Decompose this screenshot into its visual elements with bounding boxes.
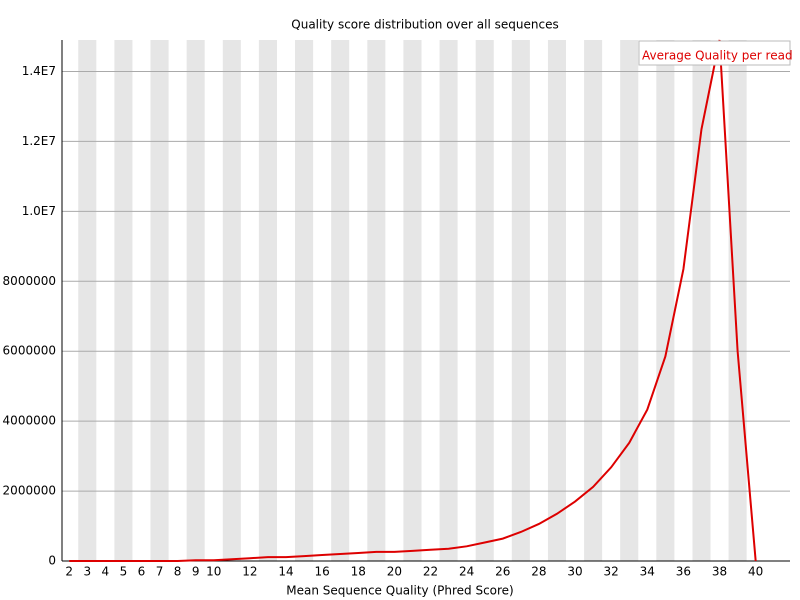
- column-band: [186, 40, 205, 561]
- x-tick-label: 2: [65, 565, 73, 579]
- legend-entry: Average Quality per read: [642, 49, 793, 63]
- x-tick-label: 5: [120, 565, 128, 579]
- x-tick-label: 12: [242, 565, 257, 579]
- x-tick-label: 40: [748, 565, 763, 579]
- x-tick-label: 14: [278, 565, 293, 579]
- x-tick-label: 32: [604, 565, 619, 579]
- x-tick-label: 30: [567, 565, 582, 579]
- column-band: [656, 40, 675, 561]
- y-tick-label: 1.2E7: [22, 134, 56, 148]
- y-tick-label: 2000000: [3, 484, 56, 498]
- y-tick-label: 1.4E7: [22, 64, 56, 78]
- x-tick-label: 8: [174, 565, 182, 579]
- column-band: [78, 40, 97, 561]
- x-tick-label: 24: [459, 565, 474, 579]
- x-tick-label: 34: [640, 565, 655, 579]
- y-tick-label: 6000000: [3, 344, 56, 358]
- y-tick-label: 8000000: [3, 274, 56, 288]
- x-tick-label: 36: [676, 565, 691, 579]
- column-band: [584, 40, 603, 561]
- x-tick-label: 22: [423, 565, 438, 579]
- column-band: [331, 40, 350, 561]
- y-tick-label: 4000000: [3, 414, 56, 428]
- y-tick-label: 0: [48, 554, 56, 568]
- column-band: [475, 40, 494, 561]
- column-band: [367, 40, 386, 561]
- column-band: [439, 40, 458, 561]
- data-line: [69, 39, 757, 562]
- column-band: [258, 40, 277, 561]
- column-band: [511, 40, 530, 561]
- y-tick-label: 1.0E7: [22, 204, 56, 218]
- x-tick-label: 18: [351, 565, 366, 579]
- x-tick-label: 26: [495, 565, 510, 579]
- x-tick-label: 3: [83, 565, 91, 579]
- column-band: [222, 40, 241, 561]
- column-band: [295, 40, 314, 561]
- column-band: [547, 40, 566, 561]
- x-tick-label: 9: [192, 565, 200, 579]
- x-axis-label: Mean Sequence Quality (Phred Score): [286, 584, 514, 598]
- column-band: [728, 40, 747, 561]
- legend-box: [638, 40, 791, 66]
- x-tick-label: 7: [156, 565, 164, 579]
- column-band: [403, 40, 422, 561]
- x-tick-label: 28: [531, 565, 546, 579]
- chart-title: Quality score distribution over all sequ…: [291, 18, 558, 32]
- column-band: [692, 40, 711, 561]
- x-tick-label: 4: [102, 565, 110, 579]
- x-tick-label: 38: [712, 565, 727, 579]
- x-tick-label: 16: [314, 565, 329, 579]
- x-tick-label: 20: [387, 565, 402, 579]
- column-band: [620, 40, 639, 561]
- x-tick-label: 6: [138, 565, 146, 579]
- column-band: [150, 40, 169, 561]
- column-band: [114, 40, 133, 561]
- x-tick-label: 10: [206, 565, 221, 579]
